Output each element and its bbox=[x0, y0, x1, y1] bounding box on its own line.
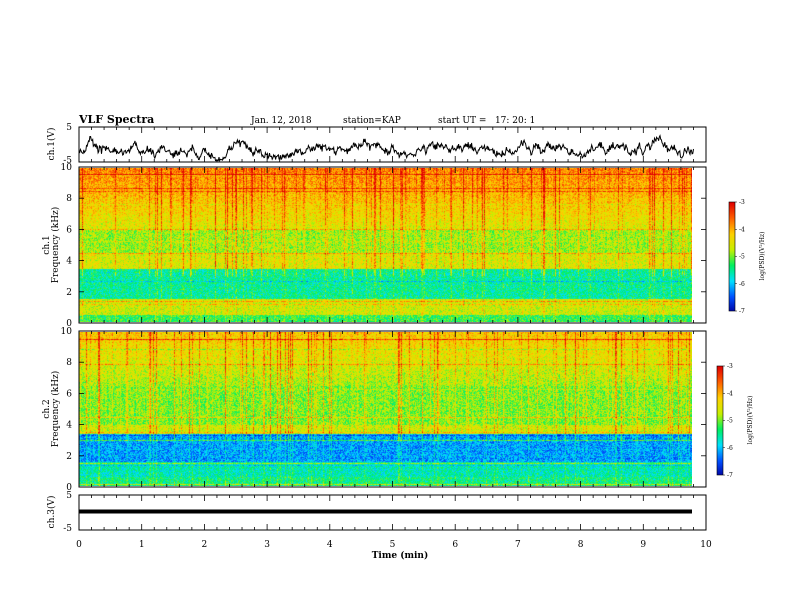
x-tick-label: 6 bbox=[452, 540, 458, 550]
ch2-spectrogram-panel: 0 2 4 6 8 10 ch.2 Frequency (kHz) bbox=[42, 327, 707, 493]
x-tick-label: 3 bbox=[264, 540, 270, 550]
x-axis-label: Time (min) bbox=[372, 550, 429, 561]
ch1-spectrogram-image bbox=[79, 168, 692, 322]
ch2-spectrogram-ylabel: Frequency (kHz) bbox=[50, 371, 61, 448]
ch1-spectrogram-ytick-label: 4 bbox=[66, 257, 72, 267]
station-label: station=KAP bbox=[343, 116, 401, 126]
ch2-spectrogram-ytick-label: 2 bbox=[66, 452, 72, 462]
ch2-colorbar: -3 -4 -5 -6 -7 log(PSD)(V²/Hz) bbox=[716, 363, 754, 479]
ch2-spectrogram-ytick-label: 10 bbox=[61, 327, 73, 337]
ch2-spectrogram-ytick-label: 4 bbox=[66, 421, 72, 431]
ch1-ylabel: ch.1(V) bbox=[46, 128, 57, 161]
ch1-spectrogram-ytick-label: 6 bbox=[66, 225, 72, 235]
ch1-colorbar-tick-label: -7 bbox=[739, 308, 745, 315]
ch2-spectrogram-image bbox=[79, 332, 692, 486]
ch1-ytick-top: 5 bbox=[66, 123, 72, 133]
ch3-ylabel: ch.3(V) bbox=[46, 496, 57, 529]
ch2-colorbar-tick-label: -7 bbox=[727, 472, 733, 479]
start-time-label: start UT = 17: 20: 1 bbox=[438, 116, 535, 126]
x-tick-label: 1 bbox=[139, 540, 145, 550]
ch2-spectrogram-ytick-label: 8 bbox=[66, 358, 72, 368]
ch1-colorbar-tick-label: -3 bbox=[739, 199, 745, 206]
ch3-waveform-panel: 5 -5 ch.3(V) bbox=[46, 491, 707, 534]
x-tick-label: 2 bbox=[202, 540, 208, 550]
x-tick-label: 4 bbox=[327, 540, 333, 550]
ch1-colorbar-label: log(PSD)(V²/Hz) bbox=[759, 232, 766, 281]
date-label: Jan. 12, 2018 bbox=[250, 116, 312, 126]
ch1-colorbar: -3 -4 -5 -6 -7 log(PSD)(V²/Hz) bbox=[728, 199, 766, 315]
x-tick-label: 8 bbox=[578, 540, 584, 550]
x-tick-label: 5 bbox=[390, 540, 396, 550]
ch1-spectrogram-ytick-label: 2 bbox=[66, 288, 72, 298]
ch1-spectrogram-ytick-label: 8 bbox=[66, 194, 72, 204]
ch1-spectrogram-panel: 0 2 4 6 8 10 ch.1 Frequency (kHz) bbox=[42, 163, 707, 329]
ch3-ytick-bottom: -5 bbox=[63, 524, 72, 534]
ch1-spectrogram-ylabel: Frequency (kHz) bbox=[50, 207, 61, 284]
x-tick-label: 9 bbox=[640, 540, 646, 550]
x-tick-label: 7 bbox=[515, 540, 521, 550]
ch1-colorbar-tick-label: -5 bbox=[739, 254, 745, 261]
ch2-spectrogram-ytick-label: 6 bbox=[66, 389, 72, 399]
ch1-colorbar-tick-label: -6 bbox=[739, 281, 745, 288]
ch3-waveform-line bbox=[79, 509, 692, 514]
time-tick-labels: 0 1 2 3 4 5 6 7 8 9 10 bbox=[76, 540, 712, 550]
time-tick-marks bbox=[78, 127, 707, 530]
ch1-spectrogram-ytick-label: 0 bbox=[66, 319, 72, 329]
ch1-ytick-bottom: -5 bbox=[63, 156, 72, 166]
ch1-waveform-panel: 5 -5 ch.1(V) bbox=[46, 123, 707, 166]
ch2-colorbar-tick-label: -5 bbox=[727, 418, 733, 425]
ch1-spectrogram-ytick-label: 10 bbox=[61, 163, 73, 173]
ch1-colorbar-tick-label: -4 bbox=[739, 226, 745, 233]
figure-title: VLF Spectra bbox=[78, 113, 154, 126]
ch1-spectrogram-channel-label: ch.1 bbox=[42, 235, 52, 254]
ch2-colorbar-gradient bbox=[717, 366, 723, 475]
ch2-colorbar-tick-label: -3 bbox=[727, 363, 733, 370]
ch3-ytick-top: 5 bbox=[66, 491, 72, 501]
ch2-spectrogram-channel-label: ch.2 bbox=[42, 399, 52, 418]
ch2-spectrogram-ytick-label: 0 bbox=[66, 483, 72, 493]
x-tick-label: 0 bbox=[76, 540, 82, 550]
ch1-waveform-line bbox=[78, 134, 694, 163]
ch2-colorbar-label: log(PSD)(V²/Hz) bbox=[747, 396, 754, 445]
ch1-colorbar-gradient bbox=[729, 202, 735, 311]
ch2-colorbar-tick-label: -6 bbox=[727, 445, 733, 452]
x-tick-label: 10 bbox=[700, 540, 712, 550]
ch2-colorbar-tick-label: -4 bbox=[727, 390, 733, 397]
